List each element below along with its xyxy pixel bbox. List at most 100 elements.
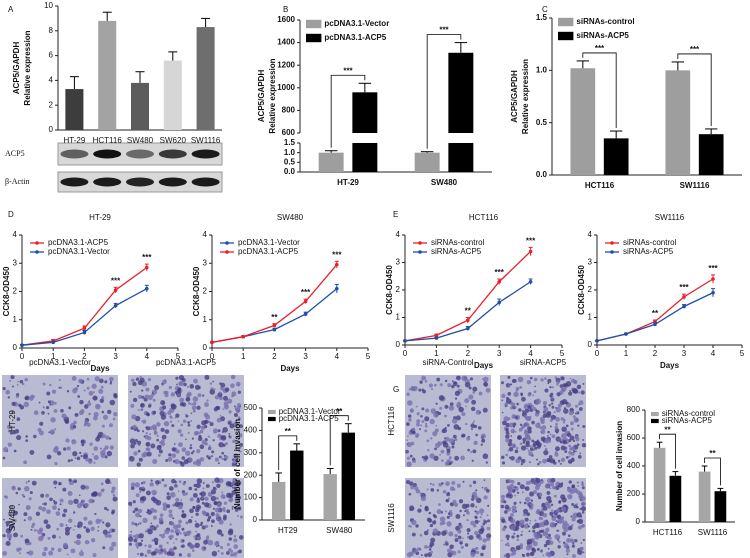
stained-cell bbox=[210, 495, 217, 502]
point bbox=[711, 290, 715, 295]
stained-cell bbox=[102, 521, 105, 524]
point bbox=[528, 249, 533, 254]
stained-cell bbox=[229, 523, 232, 526]
y-tick-label: 2 bbox=[588, 285, 593, 294]
stained-cell bbox=[189, 508, 194, 514]
stained-cell bbox=[24, 396, 28, 400]
stained-cell bbox=[38, 506, 43, 510]
stained-cell bbox=[138, 508, 143, 514]
stained-cell bbox=[439, 516, 446, 523]
stained-cell bbox=[571, 502, 575, 506]
stained-cell bbox=[171, 453, 177, 458]
stained-cell bbox=[228, 493, 234, 498]
stained-cell bbox=[97, 526, 100, 529]
stained-cell bbox=[529, 491, 535, 497]
stained-cell bbox=[481, 545, 486, 551]
stained-cell bbox=[406, 461, 412, 468]
stained-cell bbox=[25, 481, 28, 484]
stained-cell bbox=[132, 381, 137, 387]
stained-cell bbox=[174, 391, 177, 394]
stained-cell bbox=[421, 455, 425, 459]
stained-cell bbox=[570, 427, 574, 431]
stained-cell bbox=[47, 412, 50, 415]
stained-cell bbox=[84, 420, 89, 425]
stained-cell bbox=[239, 505, 242, 508]
stained-cell bbox=[579, 508, 582, 510]
y-tick-label: 4 bbox=[13, 230, 18, 239]
stained-cell bbox=[147, 510, 152, 515]
stained-cell bbox=[11, 401, 16, 406]
stained-cell bbox=[419, 428, 421, 431]
stained-cell bbox=[575, 437, 580, 442]
stained-cell bbox=[145, 426, 150, 431]
x-tick-label: 3 bbox=[497, 349, 502, 358]
point bbox=[303, 299, 308, 304]
stained-cell bbox=[438, 482, 443, 487]
stained-cell bbox=[551, 515, 554, 518]
stained-cell bbox=[40, 493, 45, 498]
stained-cell bbox=[480, 525, 484, 529]
stained-cell bbox=[569, 377, 572, 380]
x-tick-label: SW1116 bbox=[680, 181, 710, 190]
stained-cell bbox=[192, 505, 196, 510]
stained-cell bbox=[185, 521, 189, 525]
stained-cell bbox=[19, 552, 22, 555]
stained-cell bbox=[518, 427, 523, 432]
stained-cell bbox=[429, 544, 433, 548]
stained-cell bbox=[576, 384, 582, 390]
stained-cell bbox=[130, 530, 133, 533]
stained-cell bbox=[92, 395, 98, 401]
stained-cell bbox=[149, 433, 151, 435]
stained-cell bbox=[59, 386, 63, 389]
stained-cell bbox=[140, 408, 144, 412]
stained-cell bbox=[161, 478, 165, 482]
stained-cell bbox=[166, 541, 169, 545]
significance-label: ** bbox=[709, 449, 716, 458]
stained-cell bbox=[507, 449, 510, 452]
y-tick-label: 1 bbox=[396, 313, 401, 322]
stained-cell bbox=[203, 539, 209, 545]
stained-cell bbox=[237, 390, 241, 394]
stained-cell bbox=[531, 548, 537, 553]
stained-cell bbox=[84, 404, 89, 409]
stained-cell bbox=[513, 391, 519, 398]
stained-cell bbox=[9, 523, 15, 529]
stained-cell bbox=[555, 422, 559, 426]
point bbox=[20, 343, 24, 347]
stained-cell bbox=[458, 499, 464, 504]
stained-cell bbox=[447, 383, 452, 388]
legend-marker bbox=[35, 241, 39, 245]
point bbox=[272, 323, 277, 328]
stained-cell bbox=[460, 545, 464, 549]
stained-cell bbox=[422, 389, 427, 394]
x-axis-label: Days bbox=[280, 364, 300, 373]
stained-cell bbox=[411, 427, 416, 432]
stained-cell bbox=[112, 417, 116, 421]
stained-cell bbox=[193, 378, 198, 384]
y-tick-label: 4 bbox=[203, 230, 208, 239]
stained-cell bbox=[447, 424, 450, 427]
stained-cell bbox=[185, 438, 187, 441]
stained-cell bbox=[406, 480, 411, 485]
stained-cell bbox=[510, 455, 515, 461]
stained-cell bbox=[7, 442, 13, 447]
stained-cell bbox=[482, 376, 489, 383]
stained-cell bbox=[49, 497, 53, 502]
stained-cell bbox=[511, 505, 517, 511]
bar bbox=[323, 474, 337, 520]
stained-cell bbox=[544, 483, 550, 489]
y-tick-label: 1 bbox=[588, 313, 593, 322]
stained-cell bbox=[188, 402, 191, 405]
y-tick-label: 400 bbox=[244, 426, 258, 435]
stained-cell bbox=[468, 386, 472, 390]
stained-cell bbox=[451, 384, 455, 389]
stained-cell bbox=[520, 392, 524, 396]
stained-cell bbox=[543, 519, 547, 524]
stained-cell bbox=[447, 552, 453, 558]
stained-cell bbox=[534, 519, 537, 522]
stained-cell bbox=[513, 532, 516, 535]
image-column-label: pcDNA3.1-ACP5 bbox=[156, 358, 217, 367]
stained-cell bbox=[580, 390, 585, 395]
stained-cell bbox=[581, 524, 585, 528]
stained-cell bbox=[535, 422, 541, 429]
